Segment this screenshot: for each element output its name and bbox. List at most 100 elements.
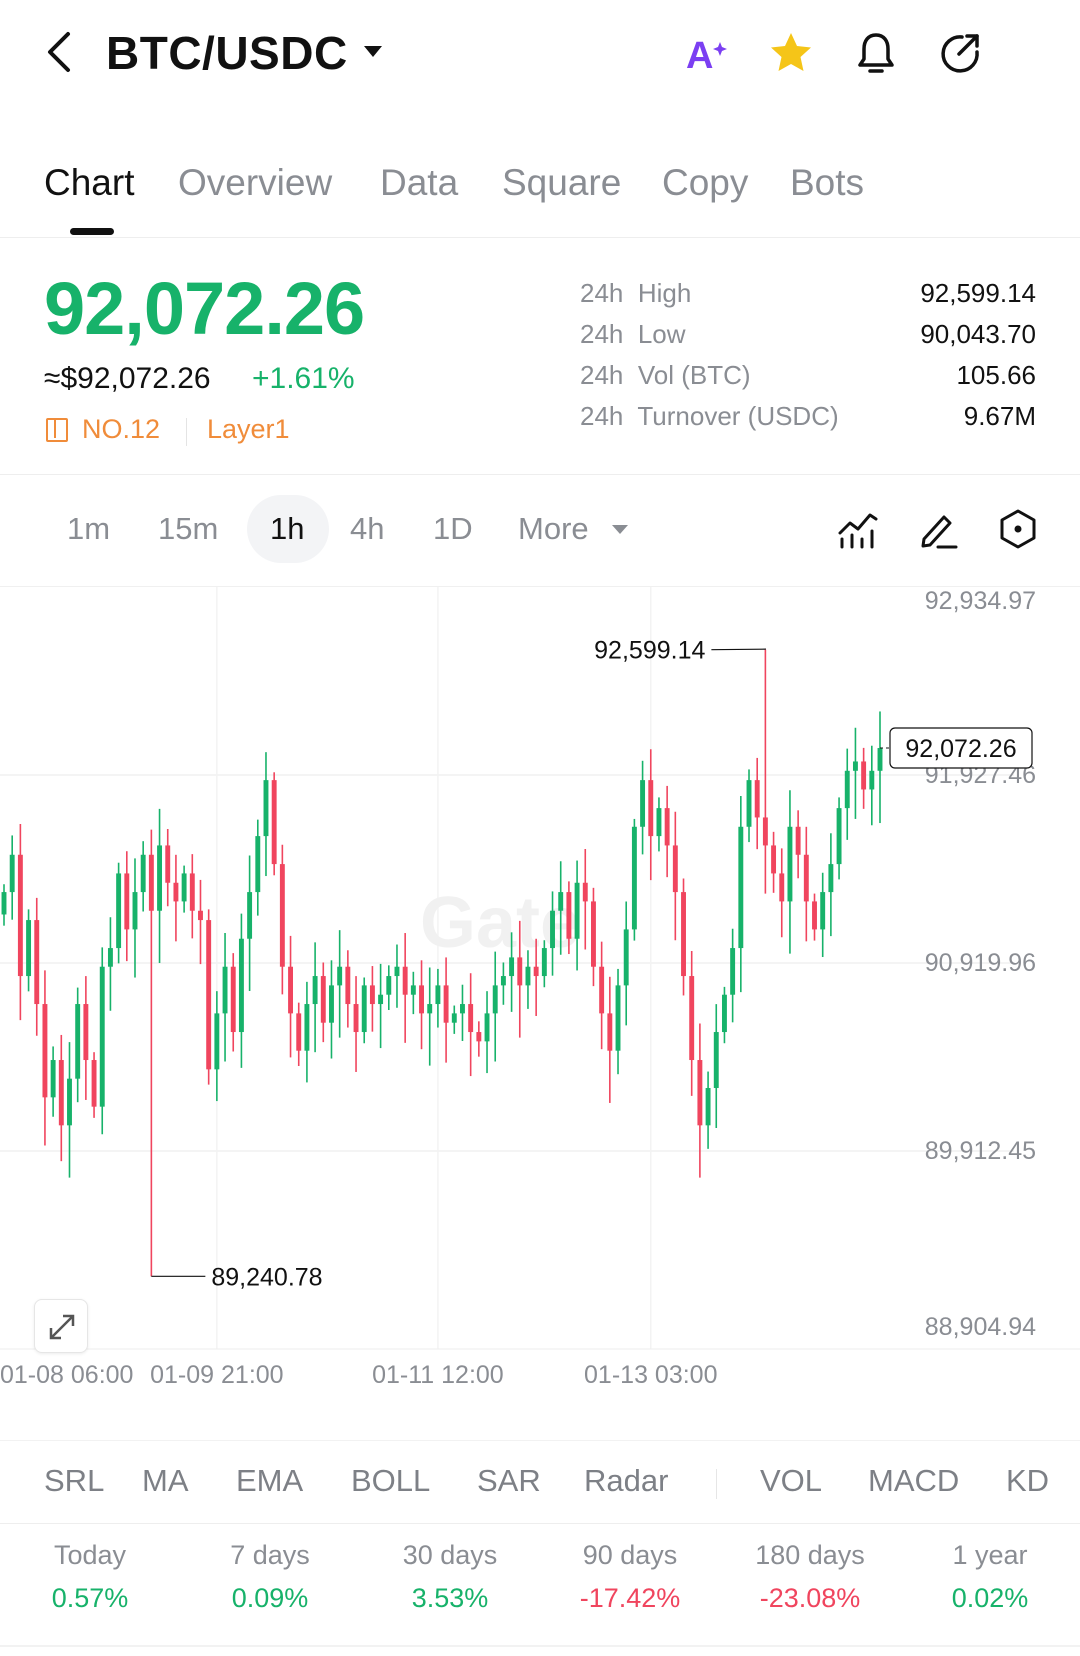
candle — [361, 985, 367, 1033]
indicator-macd[interactable]: MACD — [868, 1463, 960, 1498]
stats-panel: 24h High 92,599.14 24h Low 90,043.70 24h… — [580, 278, 1036, 442]
pair-title[interactable]: BTC/USDC — [106, 27, 348, 79]
indicator-ema[interactable]: EMA — [236, 1463, 304, 1498]
chart-settings-icon[interactable] — [994, 505, 1042, 553]
indicator-chart-icon[interactable] — [834, 505, 882, 553]
indicator-boll[interactable]: BOLL — [351, 1463, 431, 1498]
tab-data[interactable]: Data — [380, 162, 459, 203]
chevron-down-icon[interactable] — [612, 525, 628, 534]
x-tick-label: 01-13 03:00 — [584, 1361, 717, 1389]
candle — [623, 929, 629, 986]
stat-row: 24h Turnover (USDC) 9.67M — [580, 401, 1036, 442]
ai-icon[interactable]: A — [682, 28, 732, 78]
tab-chart[interactable]: Chart — [44, 162, 135, 203]
candle — [116, 873, 122, 949]
candle — [75, 1004, 81, 1079]
bell-icon[interactable] — [851, 28, 901, 78]
stat-value: 105.66 — [956, 360, 1036, 390]
candle — [427, 1004, 433, 1014]
candle — [91, 1060, 97, 1107]
candle — [337, 966, 343, 986]
candle — [705, 1088, 711, 1126]
stat-row: 24h High 92,599.14 — [580, 278, 1036, 319]
indicator-srl[interactable]: SRL — [44, 1463, 105, 1498]
candle — [271, 780, 277, 865]
expand-chart-button[interactable] — [34, 1299, 88, 1353]
candlestick-chart[interactable]: Gate 92,934.9791,927.4690,919.9689,912.4… — [0, 587, 1080, 1397]
draw-pen-icon[interactable] — [914, 505, 962, 553]
candle — [67, 1078, 72, 1126]
candle — [34, 920, 40, 1005]
star-icon[interactable] — [766, 28, 816, 78]
candle — [599, 966, 605, 1014]
interval-1d[interactable]: 1D — [433, 511, 473, 546]
category-tag[interactable]: Layer1 — [207, 414, 290, 444]
rank-badge[interactable]: NO.12 — [82, 414, 161, 444]
perf-label: 30 days — [402, 1540, 498, 1570]
divider — [0, 474, 1080, 475]
candle — [762, 817, 768, 846]
candle — [165, 845, 171, 883]
candle — [631, 826, 637, 930]
indicator-sar[interactable]: SAR — [477, 1463, 541, 1498]
candle — [320, 976, 326, 1023]
candle — [17, 854, 23, 977]
performance-row: Today 0.57% 7 days 0.09% 30 days 3.53% 9… — [0, 1540, 1080, 1640]
interval-1h[interactable]: 1h — [270, 511, 305, 546]
last-price-tag — [889, 727, 1033, 769]
tab-copy[interactable]: Copy — [662, 162, 749, 203]
candle — [435, 985, 441, 1005]
interval-15m[interactable]: 15m — [158, 511, 219, 546]
candle — [492, 985, 498, 1014]
candle — [779, 873, 785, 902]
candle — [206, 920, 212, 1070]
candle — [247, 892, 253, 939]
candle — [124, 873, 130, 930]
candle — [697, 1060, 703, 1126]
indicator-kd[interactable]: KD — [1006, 1463, 1050, 1498]
tab-overview[interactable]: Overview — [178, 162, 333, 203]
candle — [238, 938, 244, 1033]
share-icon[interactable] — [935, 28, 985, 78]
candle — [189, 873, 195, 911]
section-tabs: Chart Overview Data Square Copy Bots — [0, 150, 1080, 238]
tab-square[interactable]: Square — [502, 162, 622, 203]
candle — [173, 882, 179, 902]
candle — [648, 780, 654, 837]
y-tick-label: 88,904.94 — [925, 1313, 1036, 1341]
interval-1m[interactable]: 1m — [67, 511, 111, 546]
candle — [386, 976, 392, 995]
expand-icon — [49, 1314, 75, 1340]
interval-4h[interactable]: 4h — [350, 511, 385, 546]
stat-value: 9.67M — [963, 401, 1036, 431]
stat-label: 24h Turnover (USDC) — [580, 401, 839, 431]
candle — [582, 882, 588, 902]
svg-text:A: A — [686, 35, 713, 77]
indicator-vol[interactable]: VOL — [760, 1463, 823, 1498]
price-chart[interactable]: Gate 92,934.97 91,927.46 90,919.96 89,912.4… — [0, 586, 1080, 1396]
tab-bots[interactable]: Bots — [790, 162, 865, 203]
perf-90d: 90 days -17.42% — [540, 1540, 720, 1614]
candle — [181, 873, 187, 902]
candle — [9, 854, 15, 893]
candle — [419, 985, 424, 1014]
indicator-ma[interactable]: MA — [142, 1463, 189, 1498]
candle — [42, 1004, 48, 1098]
last-price: 92,072.26 — [44, 267, 365, 350]
candle — [681, 892, 686, 977]
x-tick-label: 01-11 12:00 — [372, 1361, 504, 1389]
back-icon[interactable] — [40, 28, 80, 76]
candle — [288, 966, 293, 1014]
candle — [615, 985, 621, 1051]
pair-dropdown-icon[interactable] — [364, 46, 382, 57]
last-price-label: 92,072.26 — [905, 735, 1016, 763]
interval-bar: 1m 15m 1h 4h 1D More — [0, 495, 1080, 575]
candle — [484, 1013, 490, 1042]
price-change: +1.61% — [252, 362, 355, 395]
candle — [255, 836, 261, 893]
candle — [83, 1004, 89, 1061]
y-tick-label: 92,934.97 — [925, 587, 1036, 615]
interval-more[interactable]: More — [518, 511, 589, 546]
candle — [591, 901, 596, 967]
indicator-radar[interactable]: Radar — [584, 1463, 669, 1498]
